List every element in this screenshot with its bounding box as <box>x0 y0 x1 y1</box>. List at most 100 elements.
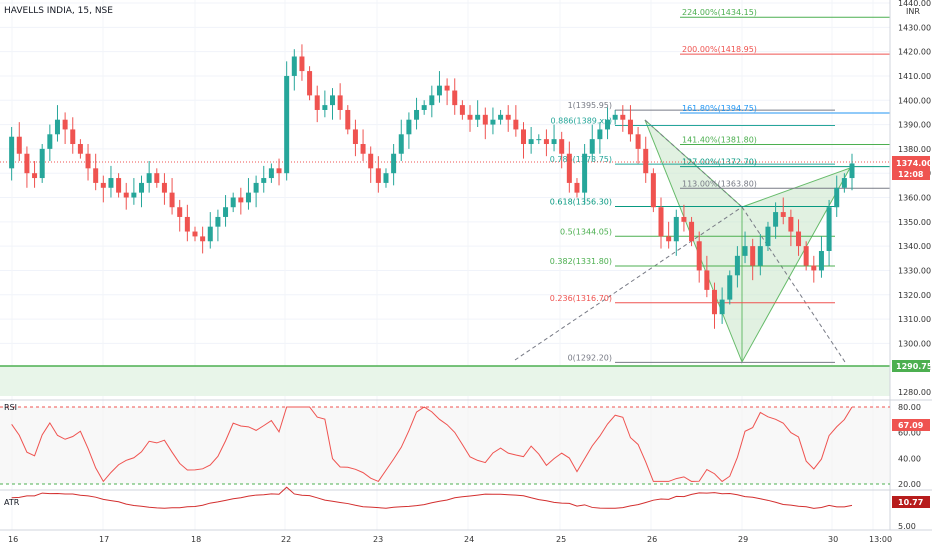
symbol-title[interactable]: HAVELLS INDIA, 15, NSE <box>4 6 113 16</box>
time-tick-label: 18 <box>191 535 201 544</box>
candle-body <box>765 226 771 247</box>
candle-body <box>459 105 465 115</box>
candle-body <box>498 114 504 120</box>
candle-body <box>681 216 687 222</box>
time-axis[interactable]: 16 17 18 22 23 24 25 26 29 30 13:00 <box>8 535 892 544</box>
rsi-label: RSI <box>4 403 17 412</box>
atr-value: 10.77 <box>898 498 923 507</box>
time-tick-label: 29 <box>738 535 748 544</box>
candle-body <box>261 178 267 183</box>
candle-body <box>528 139 534 145</box>
candle-body <box>589 139 595 154</box>
candle-body <box>689 221 695 242</box>
candle-body <box>475 114 481 120</box>
candle-body <box>62 119 68 130</box>
price-tick-label: 1300.00 <box>898 339 931 348</box>
fib-level-label: 0.236(1316.70) <box>550 294 612 303</box>
fib-ext-label: 127.00%(1372.70) <box>682 158 757 167</box>
candle-body <box>612 114 618 120</box>
candle-body <box>16 136 22 154</box>
countdown-value: 12:08 <box>898 170 924 179</box>
rsi-axis[interactable]: 80.00 60.00 40.00 20.00 <box>898 403 921 489</box>
candle-body <box>207 226 213 242</box>
candle-body <box>192 231 198 237</box>
candle-body <box>536 139 542 141</box>
candle-body <box>398 134 404 154</box>
candle-body <box>291 56 297 76</box>
time-tick-label: 16 <box>8 535 18 544</box>
candle-body <box>811 265 817 271</box>
time-tick-label: 13:00 <box>869 535 892 544</box>
candle-body <box>757 246 763 266</box>
rsi-tick-label: 60.00 <box>898 429 921 438</box>
candle-body <box>582 153 588 193</box>
candle-body <box>780 212 786 217</box>
candle-body <box>658 207 664 237</box>
candle-body <box>146 173 152 183</box>
candle-body <box>161 182 167 193</box>
candle-body <box>826 207 832 251</box>
candle-body <box>742 246 748 256</box>
candle-body <box>100 182 106 188</box>
support-price-value: 1290.75 <box>896 362 932 371</box>
price-tick-label: 1390.00 <box>898 121 931 130</box>
current-price-badge: 1374.00 12:08 <box>892 156 932 180</box>
candle-body <box>796 231 802 247</box>
currency-label: INR <box>906 7 920 16</box>
candle-body <box>77 144 83 154</box>
candle-body <box>238 197 244 203</box>
candle-body <box>520 129 526 145</box>
candle-body <box>70 129 76 145</box>
atr-value-badge: 10.77 <box>892 496 930 508</box>
candle-body <box>314 95 320 110</box>
candle-body <box>85 153 91 169</box>
candle-body <box>788 216 794 232</box>
price-tick-label: 1330.00 <box>898 266 931 275</box>
time-tick-label: 25 <box>556 535 566 544</box>
candle-body <box>513 119 519 130</box>
price-tick-label: 1440.00 <box>898 0 931 8</box>
support-price-badge: 1290.75 <box>892 360 932 372</box>
candle-body <box>849 163 855 179</box>
candle-body <box>666 236 672 242</box>
candle-body <box>467 114 473 120</box>
candle-body <box>253 182 259 193</box>
candle-body <box>299 56 305 72</box>
atr-label: ATR <box>4 498 20 507</box>
candle-body <box>543 139 549 145</box>
candle-body <box>352 129 358 145</box>
candle-body <box>245 192 251 203</box>
time-tick-label: 23 <box>373 535 383 544</box>
candle-body <box>406 119 412 135</box>
candle-body <box>284 75 290 174</box>
candle-body <box>505 114 511 120</box>
fib-retracement-levels[interactable]: 1(1395.95) 0.886(1389.xx) 0.786(1373.75) 0.… <box>550 101 835 363</box>
candle-body <box>391 153 397 174</box>
price-tick-label: 1340.00 <box>898 242 931 251</box>
candlestick-series[interactable] <box>9 44 855 329</box>
candle-body <box>818 250 824 271</box>
atr-line[interactable] <box>11 486 853 509</box>
candle-body <box>230 197 236 208</box>
candle-body <box>620 114 626 120</box>
candle-body <box>429 95 435 106</box>
candle-body <box>696 241 702 271</box>
candle-body <box>131 192 137 198</box>
candle-body <box>734 255 740 276</box>
candle-body <box>54 119 60 135</box>
candle-body <box>414 109 420 120</box>
rsi-value-badge: 67.09 <box>892 419 930 431</box>
rsi-line[interactable] <box>11 406 853 483</box>
fib-extension-levels[interactable]: 224.00%(1434.15) 200.00%(1418.95) 161.80%(… <box>680 8 890 189</box>
price-axis[interactable]: 1440.00 1430.00 1420.00 1410.00 1400.00 1390.… <box>898 0 931 397</box>
price-tick-label: 1360.00 <box>898 194 931 203</box>
candle-body <box>773 212 779 227</box>
fib-level-label: 0.786(1373.75) <box>550 155 612 164</box>
candle-body <box>490 119 496 125</box>
candle-body <box>627 119 633 135</box>
price-tick-label: 1400.00 <box>898 96 931 105</box>
candle-body <box>123 192 129 198</box>
candle-body <box>360 144 366 154</box>
fib-ext-label: 200.00%(1418.95) <box>682 45 757 54</box>
